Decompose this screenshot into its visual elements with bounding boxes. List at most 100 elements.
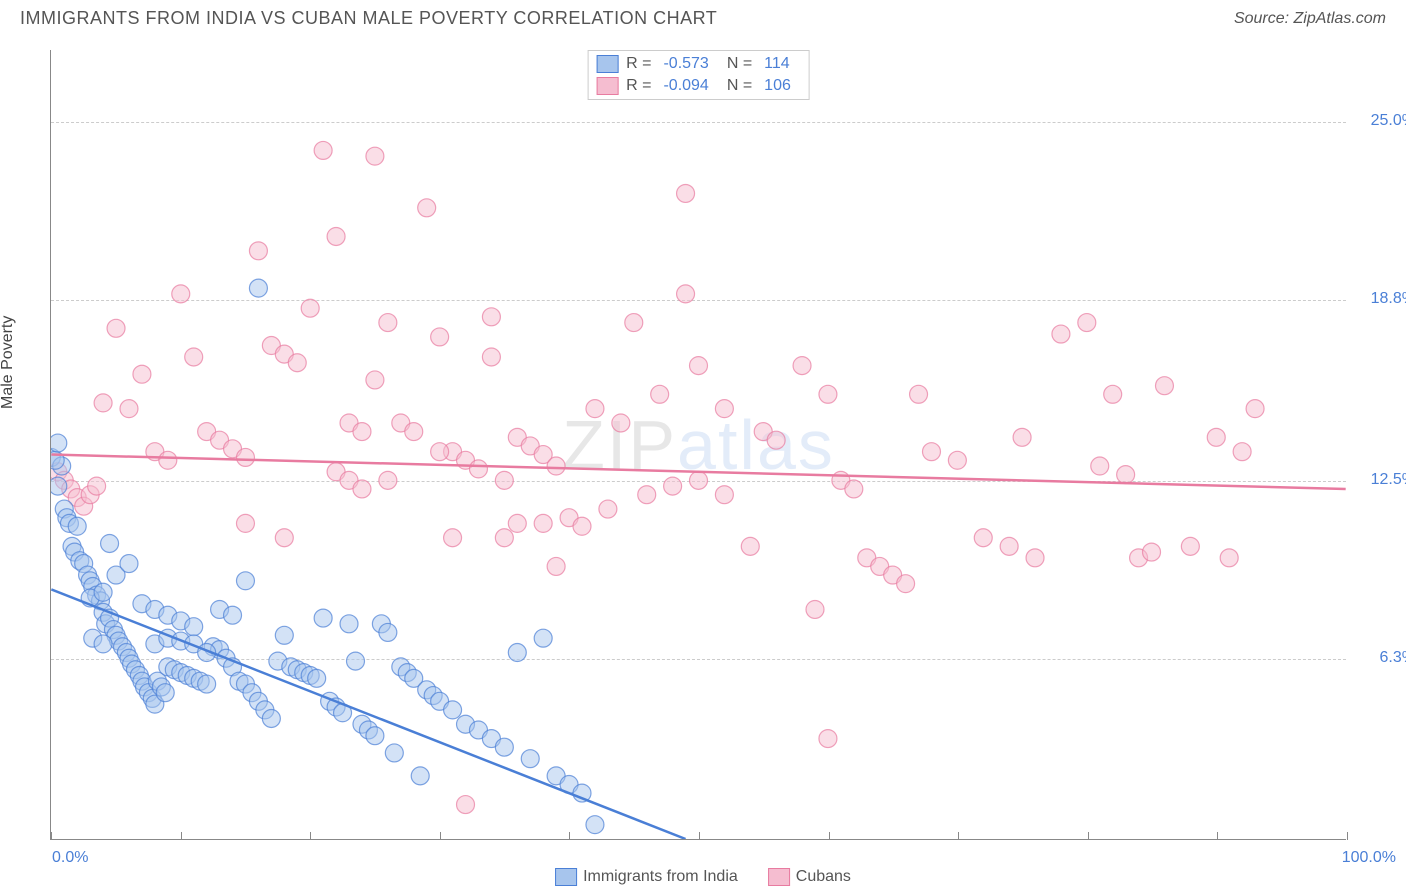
data-point: [411, 767, 429, 785]
data-point: [651, 385, 669, 403]
chart-plot-area: ZIPatlas R =-0.573 N =114 R =-0.094 N =1…: [50, 50, 1346, 840]
data-point: [1155, 377, 1173, 395]
data-point: [88, 477, 106, 495]
legend-item-india: Immigrants from India: [555, 868, 738, 886]
y-tick-label: 6.3%: [1356, 649, 1406, 667]
data-point: [664, 477, 682, 495]
data-point: [1207, 428, 1225, 446]
data-point: [495, 738, 513, 756]
data-point: [94, 583, 112, 601]
data-point: [1117, 466, 1135, 484]
data-point: [457, 796, 475, 814]
data-point: [301, 299, 319, 317]
y-tick-label: 12.5%: [1356, 471, 1406, 489]
data-point: [379, 471, 397, 489]
data-point: [347, 652, 365, 670]
data-point: [366, 371, 384, 389]
data-point: [534, 629, 552, 647]
swatch-india-icon: [555, 868, 577, 886]
data-point: [599, 500, 617, 518]
data-point: [1181, 537, 1199, 555]
data-point: [379, 623, 397, 641]
data-point: [314, 141, 332, 159]
data-point: [508, 644, 526, 662]
data-point: [249, 279, 267, 297]
data-point: [767, 431, 785, 449]
data-point: [910, 385, 928, 403]
data-point: [68, 517, 86, 535]
data-point: [819, 730, 837, 748]
data-point: [275, 529, 293, 547]
data-point: [508, 514, 526, 532]
data-point: [236, 572, 254, 590]
data-point: [51, 477, 67, 495]
data-point: [236, 448, 254, 466]
data-point: [159, 451, 177, 469]
data-point: [638, 486, 656, 504]
y-tick-label: 25.0%: [1356, 112, 1406, 130]
data-point: [120, 400, 138, 418]
data-point: [715, 400, 733, 418]
data-point: [198, 675, 216, 693]
swatch-cuban-icon: [596, 77, 618, 95]
legend-stats-row-india: R =-0.573 N =114: [596, 53, 801, 75]
data-point: [172, 285, 190, 303]
data-point: [948, 451, 966, 469]
data-point: [534, 514, 552, 532]
plot-svg: [51, 50, 1346, 839]
chart-title: IMMIGRANTS FROM INDIA VS CUBAN MALE POVE…: [20, 8, 717, 29]
data-point: [1078, 314, 1096, 332]
data-point: [101, 534, 119, 552]
data-point: [482, 348, 500, 366]
data-point: [353, 423, 371, 441]
data-point: [236, 514, 254, 532]
data-point: [133, 365, 151, 383]
data-point: [612, 414, 630, 432]
data-point: [107, 319, 125, 337]
data-point: [586, 816, 604, 834]
data-point: [690, 471, 708, 489]
data-point: [1246, 400, 1264, 418]
data-point: [405, 423, 423, 441]
data-point: [431, 443, 449, 461]
swatch-india-icon: [596, 55, 618, 73]
data-point: [1104, 385, 1122, 403]
data-point: [340, 615, 358, 633]
data-point: [1026, 549, 1044, 567]
data-point: [185, 618, 203, 636]
data-point: [1091, 457, 1109, 475]
x-axis-min-label: 0.0%: [52, 849, 88, 867]
data-point: [94, 394, 112, 412]
data-point: [741, 537, 759, 555]
data-point: [185, 348, 203, 366]
data-point: [547, 557, 565, 575]
data-point: [366, 147, 384, 165]
data-point: [249, 242, 267, 260]
data-point: [715, 486, 733, 504]
data-point: [444, 529, 462, 547]
legend-stats-row-cuban: R =-0.094 N =106: [596, 75, 801, 97]
data-point: [521, 750, 539, 768]
data-point: [1013, 428, 1031, 446]
data-point: [431, 328, 449, 346]
data-point: [1143, 543, 1161, 561]
data-point: [677, 184, 695, 202]
data-point: [974, 529, 992, 547]
data-point: [495, 471, 513, 489]
data-point: [156, 684, 174, 702]
data-point: [418, 199, 436, 217]
data-point: [806, 600, 824, 618]
data-point: [690, 357, 708, 375]
data-point: [495, 529, 513, 547]
data-point: [1233, 443, 1251, 461]
data-point: [120, 555, 138, 573]
data-point: [845, 480, 863, 498]
data-point: [922, 443, 940, 461]
data-point: [573, 517, 591, 535]
data-point: [547, 457, 565, 475]
legend-item-cuban: Cubans: [768, 868, 851, 886]
data-point: [677, 285, 695, 303]
data-point: [897, 575, 915, 593]
x-tick: [1347, 832, 1348, 840]
legend-bottom: Immigrants from India Cubans: [555, 868, 851, 886]
